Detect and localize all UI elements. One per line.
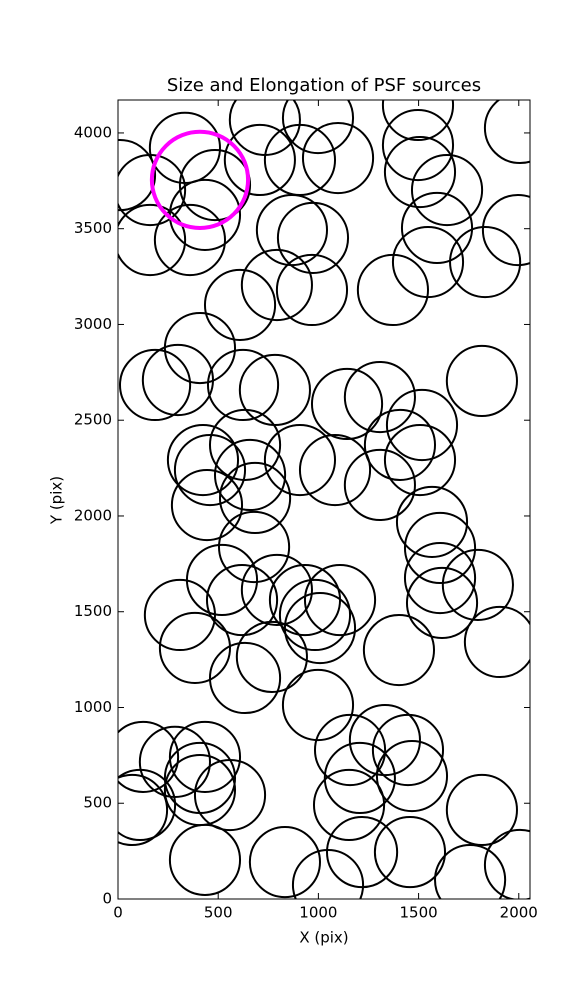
psf-source bbox=[118, 768, 177, 842]
y-tick-label: 0 bbox=[102, 890, 112, 908]
y-tick-label: 2500 bbox=[74, 411, 112, 429]
psf-source bbox=[205, 563, 279, 637]
psf-source bbox=[323, 741, 396, 815]
psf-source bbox=[143, 578, 216, 652]
psf-source bbox=[481, 193, 530, 267]
psf-source bbox=[363, 408, 437, 481]
psf-source bbox=[463, 605, 530, 679]
psf-source bbox=[313, 713, 387, 787]
psf-source bbox=[403, 511, 477, 585]
psf-source bbox=[153, 203, 227, 277]
psf-source bbox=[240, 248, 313, 322]
psf-source bbox=[281, 100, 355, 155]
psf-source bbox=[383, 423, 457, 497]
psf-source bbox=[118, 153, 187, 227]
psf-source bbox=[381, 108, 455, 182]
psf-source bbox=[178, 148, 252, 222]
psf-source bbox=[203, 268, 277, 341]
psf-source bbox=[240, 553, 313, 626]
psf-source bbox=[385, 388, 459, 462]
psf-source bbox=[434, 843, 507, 899]
psf-source bbox=[301, 121, 375, 195]
psf-source bbox=[170, 468, 244, 542]
psf-source bbox=[119, 348, 192, 422]
psf-source bbox=[208, 641, 282, 715]
psf-source bbox=[326, 816, 399, 889]
psf-source bbox=[343, 448, 416, 522]
psf-source bbox=[441, 548, 514, 621]
psf-source bbox=[263, 423, 337, 497]
psf-source bbox=[118, 203, 187, 277]
psf-source bbox=[281, 668, 355, 742]
psf-source bbox=[278, 578, 352, 652]
psf-source bbox=[149, 129, 251, 230]
psf-source bbox=[312, 768, 386, 842]
psf-source bbox=[118, 139, 157, 212]
psf-source bbox=[118, 720, 180, 793]
y-tick-label: 3500 bbox=[74, 219, 112, 237]
psf-source bbox=[276, 201, 350, 274]
psf-source bbox=[168, 720, 242, 793]
plot-area bbox=[118, 100, 530, 899]
psf-source bbox=[235, 620, 308, 693]
y-tick-label: 4000 bbox=[74, 123, 112, 141]
psf-source bbox=[343, 360, 416, 434]
chart-title: Size and Elongation of PSF sources bbox=[167, 75, 481, 96]
psf-source bbox=[118, 773, 169, 847]
psf-source bbox=[395, 485, 469, 558]
psf-source bbox=[213, 438, 287, 512]
psf-source bbox=[405, 566, 479, 639]
psf-source bbox=[371, 713, 445, 787]
psf-source bbox=[275, 253, 349, 327]
psf-source bbox=[158, 611, 232, 684]
psf-source bbox=[400, 191, 474, 265]
psf-source bbox=[373, 816, 447, 889]
y-tick-label: 1000 bbox=[74, 698, 112, 716]
x-tick-label: 0 bbox=[113, 904, 123, 922]
psf-source bbox=[445, 344, 518, 418]
psf-source bbox=[166, 423, 240, 497]
psf-source bbox=[206, 348, 280, 422]
psf-source bbox=[483, 100, 530, 165]
y-axis-label: Y (pix) bbox=[48, 476, 66, 525]
psf-source bbox=[217, 510, 291, 584]
psf-source bbox=[483, 828, 530, 899]
psf-source bbox=[283, 591, 357, 665]
psf-source bbox=[310, 367, 384, 441]
y-tick-label: 1500 bbox=[74, 602, 112, 620]
x-tick-label: 1500 bbox=[399, 904, 437, 922]
psf-source bbox=[403, 541, 477, 615]
psf-source bbox=[168, 823, 242, 896]
psf-source bbox=[445, 773, 518, 847]
x-axis-label: X (pix) bbox=[299, 929, 348, 947]
psf-source bbox=[208, 408, 282, 481]
psf-source bbox=[218, 461, 292, 535]
psf-source bbox=[410, 153, 484, 227]
x-tick-label: 2000 bbox=[500, 904, 538, 922]
x-tick-label: 1000 bbox=[299, 904, 337, 922]
psf-source bbox=[362, 613, 436, 687]
y-tick-label: 3000 bbox=[74, 315, 112, 333]
psf-source bbox=[193, 758, 267, 832]
psf-source bbox=[248, 825, 321, 899]
psf-source bbox=[356, 253, 430, 327]
psf-source bbox=[449, 225, 522, 299]
psf-source bbox=[381, 100, 455, 142]
psf-source bbox=[375, 739, 449, 813]
psf-source bbox=[223, 123, 296, 197]
y-tick-label: 500 bbox=[83, 794, 112, 812]
psf-source bbox=[141, 343, 214, 417]
psf-source bbox=[173, 433, 247, 507]
y-tick-label: 2000 bbox=[74, 506, 112, 524]
psf-source bbox=[298, 433, 372, 507]
psf-source bbox=[383, 135, 457, 209]
plot-frame bbox=[117, 99, 531, 900]
x-tick-label: 500 bbox=[204, 904, 233, 922]
psf-source bbox=[303, 563, 377, 637]
